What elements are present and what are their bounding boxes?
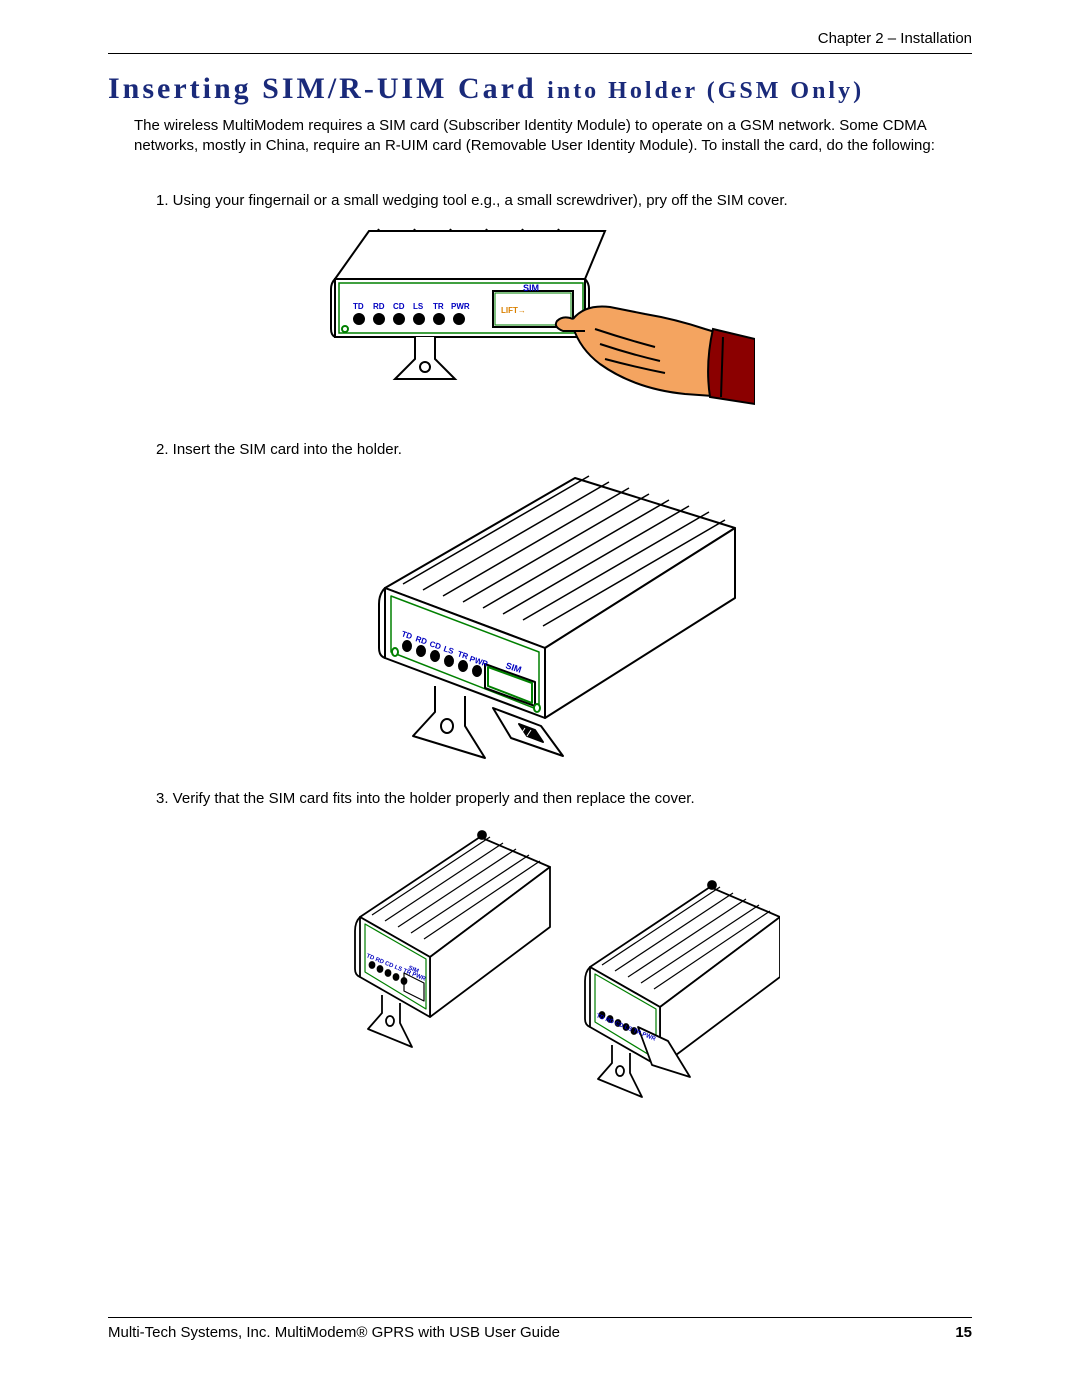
page-footer: Multi-Tech Systems, Inc. MultiModem® GPR… (108, 1317, 972, 1341)
step-2: 2. Insert the SIM card into the holder. (156, 440, 972, 460)
svg-text:PWR: PWR (451, 302, 470, 311)
svg-text:TD: TD (353, 302, 364, 311)
figure-3: TD RD CD LS TR PWR SIM (108, 817, 972, 1122)
svg-text:SIM: SIM (523, 283, 539, 293)
svg-text:RD: RD (373, 302, 385, 311)
title-sub: into Holder (GSM Only) (547, 78, 864, 104)
title-main: Inserting SIM/R-UIM Card (108, 72, 537, 105)
page-number: 15 (955, 1324, 972, 1341)
svg-text:LIFT→: LIFT→ (501, 306, 526, 315)
figure-2: TD RD CD LS TR PWR SIM (108, 468, 972, 773)
footer-text: Multi-Tech Systems, Inc. MultiModem® GPR… (108, 1324, 560, 1341)
svg-text:LS: LS (413, 302, 424, 311)
intro-paragraph: The wireless MultiModem requires a SIM c… (134, 116, 972, 157)
step-3: 3. Verify that the SIM card fits into th… (156, 789, 972, 809)
chapter-header: Chapter 2 – Installation (108, 30, 972, 54)
svg-text:TR: TR (433, 302, 444, 311)
svg-text:CD: CD (393, 302, 405, 311)
page-title: Inserting SIM/R-UIM Card into Holder (GS… (108, 72, 972, 106)
step-1: 1. Using your fingernail or a small wedg… (156, 191, 972, 211)
figure-1: TD RD CD LS TR PWR SIM LIFT→ (108, 219, 972, 424)
